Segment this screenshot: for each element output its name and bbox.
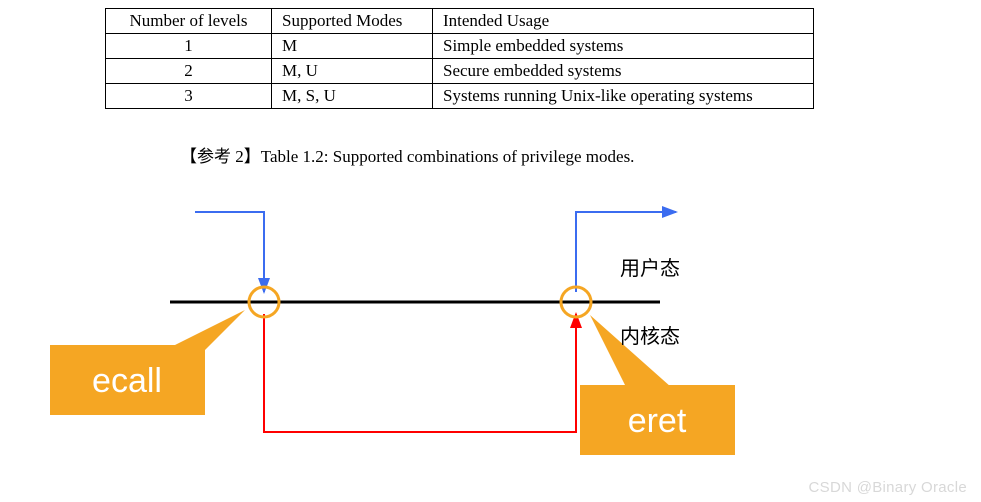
cell-levels: 3 — [106, 84, 272, 109]
col-header-modes: Supported Modes — [272, 9, 433, 34]
cell-levels: 2 — [106, 59, 272, 84]
cell-modes: M, S, U — [272, 84, 433, 109]
kernel-path-arrow — [264, 314, 576, 432]
col-header-levels: Number of levels — [106, 9, 272, 34]
table-row: 3 M, S, U Systems running Unix-like oper… — [106, 84, 814, 109]
cell-levels: 1 — [106, 34, 272, 59]
kernel-mode-label: 内核态 — [620, 320, 680, 349]
cell-usage: Systems running Unix-like operating syst… — [433, 84, 814, 109]
cell-modes: M, U — [272, 59, 433, 84]
privilege-modes-table: Number of levels Supported Modes Intende… — [105, 8, 814, 109]
diagram-svg: ecall eret — [40, 190, 800, 490]
mode-transition-diagram: ecall eret 用户态 内核态 — [40, 190, 800, 490]
watermark: CSDN @Binary Oracle — [809, 479, 967, 496]
cell-usage: Secure embedded systems — [433, 59, 814, 84]
col-header-usage: Intended Usage — [433, 9, 814, 34]
table-row: 2 M, U Secure embedded systems — [106, 59, 814, 84]
ecall-label: ecall — [92, 362, 162, 400]
cell-usage: Simple embedded systems — [433, 34, 814, 59]
ecall-callout: ecall — [50, 310, 245, 415]
eret-label: eret — [628, 402, 687, 440]
table-caption: 【参考 2】Table 1.2: Supported combinations … — [180, 142, 634, 167]
user-enter-arrow — [195, 212, 264, 292]
table-row: 1 M Simple embedded systems — [106, 34, 814, 59]
table-header-row: Number of levels Supported Modes Intende… — [106, 9, 814, 34]
cell-modes: M — [272, 34, 433, 59]
user-mode-label: 用户态 — [620, 252, 680, 281]
page-root: Number of levels Supported Modes Intende… — [0, 0, 981, 502]
